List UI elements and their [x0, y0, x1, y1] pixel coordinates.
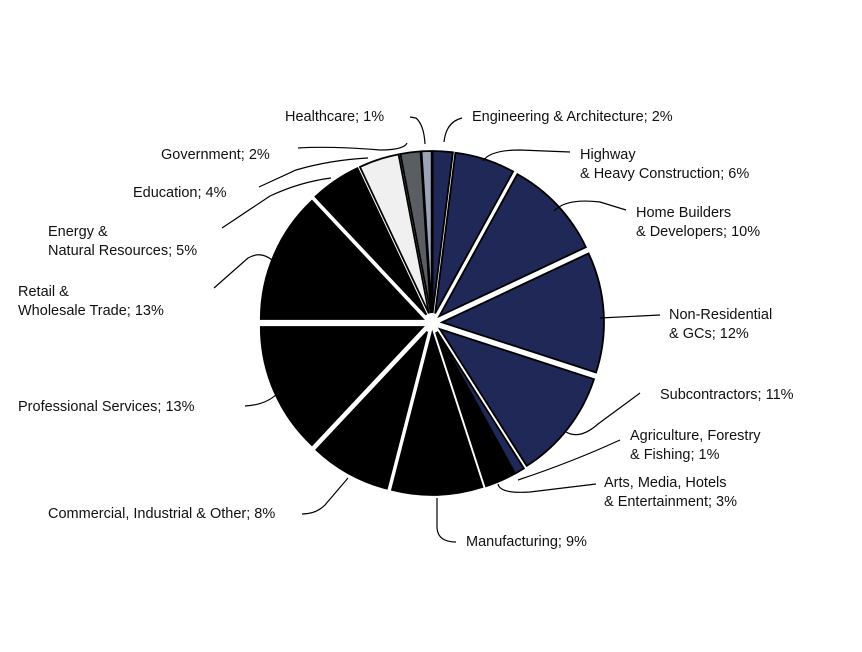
slice-label-line: Manufacturing; 9%: [466, 534, 587, 550]
leader-line-14: [409, 116, 426, 145]
pie-slice-10: [259, 199, 425, 320]
slice-label-line: Education; 4%: [133, 185, 227, 201]
slice-label-11: Energy & Natural Resources; 5%: [48, 224, 197, 259]
leader-line-2: [553, 200, 627, 212]
leader-line-5: [517, 439, 621, 481]
slice-label-6: Arts, Media, Hotels & Entertainment; 3%: [604, 475, 737, 510]
slice-label-line: Arts, Media, Hotels: [604, 475, 727, 491]
leader-line-8: [301, 477, 349, 515]
slice-label-8: Commercial, Industrial & Other; 8%: [48, 506, 275, 522]
pie-slice-8: [315, 331, 429, 490]
slice-label-3: Non-Residential & GCs; 12%: [669, 307, 772, 342]
slice-label-line: Engineering & Architecture; 2%: [472, 109, 673, 125]
slice-label-0: Engineering & Architecture; 2%: [472, 109, 673, 125]
slice-label-line: Natural Resources; 5%: [48, 243, 197, 259]
leader-line-10: [213, 254, 275, 289]
slice-label-line: & Developers; 10%: [636, 224, 760, 240]
pie-slice-11: [314, 166, 428, 316]
slice-label-line: Retail &: [18, 284, 69, 300]
slice-label-line: & GCs; 12%: [669, 326, 749, 342]
leader-line-7: [436, 498, 457, 543]
slice-label-line: & Entertainment; 3%: [604, 494, 737, 510]
slice-label-line: & Fishing; 1%: [630, 447, 720, 463]
pie-slice-6: [435, 331, 516, 488]
slice-label-line: Non-Residential: [669, 307, 772, 323]
slice-label-line: & Heavy Construction; 6%: [580, 166, 749, 182]
leader-line-0: [443, 117, 463, 143]
leader-line-6: [497, 483, 597, 493]
pie-slice-9: [259, 326, 425, 447]
pie-slice-2: [437, 172, 588, 319]
slice-label-line: Commercial, Industrial & Other; 8%: [48, 506, 275, 522]
pie-slice-13: [399, 150, 432, 314]
slice-label-5: Agriculture, Forestry & Fishing; 1%: [630, 428, 761, 463]
pie-slice-12: [358, 153, 430, 314]
pie-slice-0: [431, 150, 454, 314]
slice-label-4: Subcontractors; 11%: [660, 387, 794, 403]
slice-label-line: Highway: [580, 147, 636, 163]
slice-label-line: Subcontractors; 11%: [660, 387, 794, 403]
pie-slice-14: [420, 150, 433, 314]
slice-label-line: Home Builders: [636, 205, 731, 221]
pie-slice-5: [436, 331, 526, 475]
pie-slice-3: [439, 252, 605, 374]
slice-label-13: Government; 2%: [161, 147, 270, 163]
slice-label-2: Home Builders & Developers; 10%: [636, 205, 760, 240]
slice-label-line: Government; 2%: [161, 147, 270, 163]
slice-label-12: Education; 4%: [133, 185, 227, 201]
leader-line-4: [565, 392, 641, 436]
slice-label-10: Retail & Wholesale Trade; 13%: [18, 284, 164, 319]
pie-slice-4: [437, 327, 596, 468]
slice-label-14: Healthcare; 1%: [285, 109, 384, 125]
leader-line-3: [599, 314, 661, 319]
slice-label-1: Highway & Heavy Construction; 6%: [580, 147, 749, 182]
leader-line-1: [482, 149, 571, 162]
leader-line-12: [258, 157, 369, 188]
slice-label-line: Energy &: [48, 224, 108, 240]
slice-label-9: Professional Services; 13%: [18, 399, 195, 415]
leader-line-11: [221, 177, 332, 229]
slice-label-line: Wholesale Trade; 13%: [18, 303, 164, 319]
leader-line-13: [297, 142, 408, 151]
slice-label-line: Agriculture, Forestry: [630, 428, 761, 444]
pie-slice-7: [390, 329, 484, 496]
pie-slice-1: [434, 151, 515, 314]
leader-line-9: [244, 392, 279, 407]
slice-label-line: Professional Services; 13%: [18, 399, 195, 415]
slice-label-7: Manufacturing; 9%: [466, 534, 587, 550]
slice-label-line: Healthcare; 1%: [285, 109, 384, 125]
